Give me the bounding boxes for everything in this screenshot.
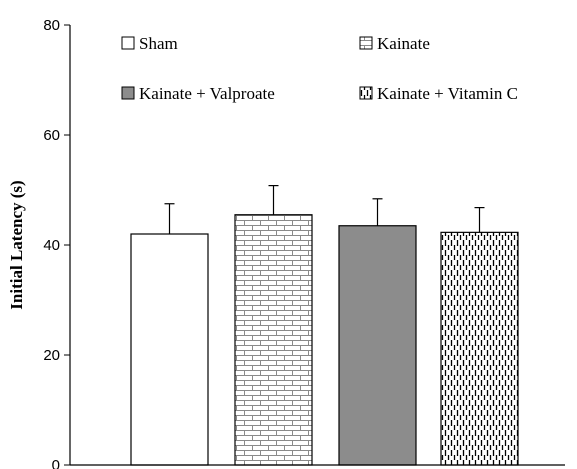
bar-kainate bbox=[234, 214, 313, 466]
y-axis-title: Initial Latency (s) bbox=[7, 180, 26, 309]
legend-item-kainate-vitamin-c: Kainate + Vitamin C bbox=[359, 84, 518, 103]
legend-item-sham: Sham bbox=[121, 34, 178, 53]
legend-item-kainate: Kainate bbox=[359, 34, 430, 53]
legend-label-kainate: Kainate bbox=[377, 34, 430, 53]
y-axis-ticks: 0 20 40 60 80 bbox=[43, 17, 70, 469]
legend-label-kainate-valproate: Kainate + Valproate bbox=[139, 84, 275, 103]
y-tick-label: 80 bbox=[43, 17, 60, 34]
legend: Sham Kainate Kainate + Valproate Kainate… bbox=[121, 34, 518, 103]
legend-label-kainate-vitamin-c: Kainate + Vitamin C bbox=[377, 84, 518, 103]
y-tick-label: 20 bbox=[43, 347, 60, 364]
legend-item-kainate-valproate: Kainate + Valproate bbox=[121, 84, 275, 103]
bar-sham bbox=[130, 233, 209, 466]
bars-group bbox=[70, 185, 565, 466]
y-tick-label: 0 bbox=[52, 457, 60, 469]
y-tick-label: 40 bbox=[43, 237, 60, 254]
y-tick-label: 60 bbox=[43, 127, 60, 144]
bar-kainate-valproate bbox=[338, 225, 417, 466]
legend-label-sham: Sham bbox=[139, 34, 178, 53]
bar-kainate-vitamin-c bbox=[440, 231, 519, 466]
